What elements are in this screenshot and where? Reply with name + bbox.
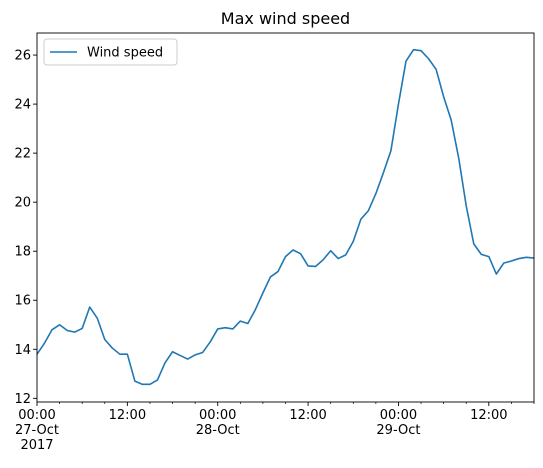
chart-title: Max wind speed bbox=[221, 9, 350, 28]
legend: Wind speed bbox=[43, 38, 178, 66]
y-tick-label: 24 bbox=[14, 98, 31, 113]
x-tick-label: 12:00 bbox=[470, 408, 507, 423]
y-tick-label: 16 bbox=[14, 294, 31, 309]
x-tick-label: 12:00 bbox=[109, 408, 146, 423]
y-tick-label: 20 bbox=[14, 196, 31, 211]
legend-box bbox=[43, 38, 178, 66]
y-tick-label: 22 bbox=[14, 147, 31, 162]
x-tick-label: 00:00 bbox=[380, 408, 417, 423]
y-tick-label: 18 bbox=[14, 245, 31, 260]
x-tick-label: 00:00 bbox=[18, 408, 55, 423]
x-tick-label: 00:00 bbox=[199, 408, 236, 423]
y-tick-label: 14 bbox=[14, 343, 31, 358]
x-tick-label: 2017 bbox=[20, 438, 53, 453]
series-line-0 bbox=[37, 48, 534, 386]
y-tick-label: 12 bbox=[14, 392, 31, 407]
x-tick-label: 29-Oct bbox=[376, 423, 420, 438]
x-tick-label: 28-Oct bbox=[196, 423, 240, 438]
plot-area bbox=[37, 48, 534, 386]
x-tick-label: 27-Oct bbox=[15, 423, 59, 438]
legend-label: Wind speed bbox=[87, 46, 163, 61]
y-tick-label: 26 bbox=[14, 49, 31, 64]
x-tick-label: 12:00 bbox=[289, 408, 326, 423]
